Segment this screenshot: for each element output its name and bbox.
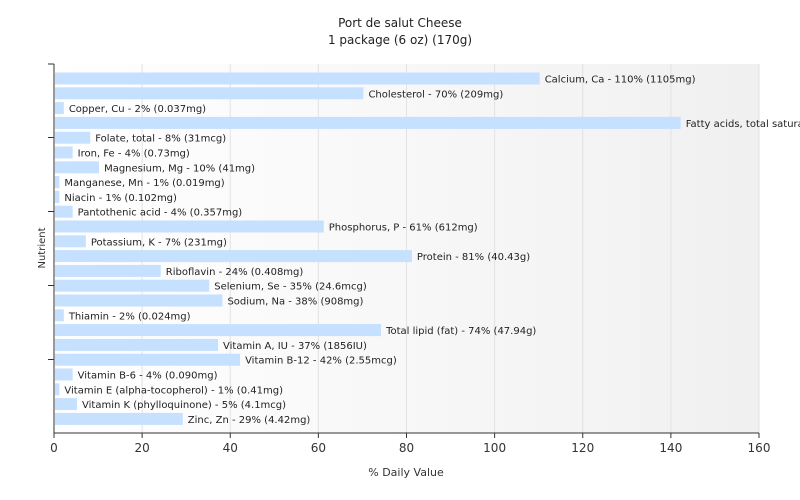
bar-label: Vitamin A, IU - 37% (1856IU) (223, 341, 367, 352)
y-axis-label: Nutrient (37, 227, 48, 268)
bar (55, 398, 78, 411)
bar-label: Folate, total - 8% (31mcg) (95, 134, 226, 145)
x-tick-label: 140 (659, 441, 682, 455)
bar-label: Manganese, Mn - 1% (0.019mg) (64, 178, 224, 189)
bar (55, 368, 73, 381)
bar-label: Iron, Fe - 4% (0.73mg) (78, 149, 190, 160)
bar-label: Phosphorus, P - 61% (612mg) (329, 223, 478, 234)
bar-label: Sodium, Na - 38% (908mg) (227, 297, 363, 308)
bar-label: Riboflavin - 24% (0.408mg) (166, 267, 304, 278)
bar-label: Thiamin - 2% (0.024mg) (68, 311, 191, 322)
bar (55, 235, 86, 248)
bar (55, 383, 60, 396)
bar (55, 412, 183, 425)
x-tick-label: 100 (483, 441, 506, 455)
bar-label: Selenium, Se - 35% (24.6mcg) (214, 282, 367, 293)
bar-label: Pantothenic acid - 4% (0.357mg) (78, 208, 243, 219)
bar (55, 338, 219, 351)
x-tick-label: 20 (134, 441, 149, 455)
bar-label: Cholesterol - 70% (209mg) (368, 89, 503, 100)
chart-title: Port de salut Cheese (338, 16, 462, 30)
bar (55, 161, 100, 174)
x-tick-label: 60 (311, 441, 326, 455)
bar (55, 309, 64, 322)
bar (55, 116, 681, 129)
bar (55, 220, 324, 233)
bar-label: Vitamin K (phylloquinone) - 5% (4.1mcg) (82, 400, 286, 411)
bar-label: Calcium, Ca - 110% (1105mg) (545, 75, 696, 86)
bar (55, 87, 364, 100)
bar-label: Total lipid (fat) - 74% (47.94g) (385, 326, 536, 337)
bar (55, 72, 540, 85)
bar (55, 131, 91, 144)
bar (55, 294, 223, 307)
chart-subtitle: 1 package (6 oz) (170g) (327, 33, 473, 47)
bar-label: Niacin - 1% (0.102mg) (64, 193, 177, 204)
bar (55, 264, 161, 277)
x-tick-label: 120 (571, 441, 594, 455)
bar-label: Vitamin E (alpha-tocopherol) - 1% (0.41m… (64, 385, 283, 396)
x-tick-label: 0 (50, 441, 58, 455)
x-ticks: 0 20 40 60 80 100 120 140 160 (50, 433, 770, 455)
bar-label: Fatty acids, total saturated - 142% (28.… (686, 119, 800, 130)
bar-label: Potassium, K - 7% (231mg) (91, 237, 227, 248)
bar (55, 205, 73, 218)
bar (55, 250, 412, 263)
bar (55, 190, 60, 203)
bar-label: Zinc, Zn - 29% (4.42mg) (188, 415, 311, 426)
bar-label: Vitamin B-12 - 42% (2.55mcg) (245, 356, 397, 367)
bar-label: Protein - 81% (40.43g) (417, 252, 530, 263)
bar (55, 102, 64, 115)
bar (55, 324, 382, 337)
x-tick-label: 80 (399, 441, 414, 455)
bar (55, 353, 241, 366)
bar-label: Vitamin B-6 - 4% (0.090mg) (78, 371, 218, 382)
bars: Calcium, Ca - 110% (1105mg) Cholesterol -… (55, 72, 800, 426)
bar (55, 146, 73, 159)
bar-label: Copper, Cu - 2% (0.037mg) (69, 104, 206, 115)
x-tick-label: 160 (748, 441, 771, 455)
bar-label: Magnesium, Mg - 10% (41mg) (104, 163, 255, 174)
bar (55, 279, 210, 292)
x-tick-label: 40 (223, 441, 238, 455)
bar (55, 176, 60, 189)
x-axis-label: % Daily Value (368, 466, 444, 479)
